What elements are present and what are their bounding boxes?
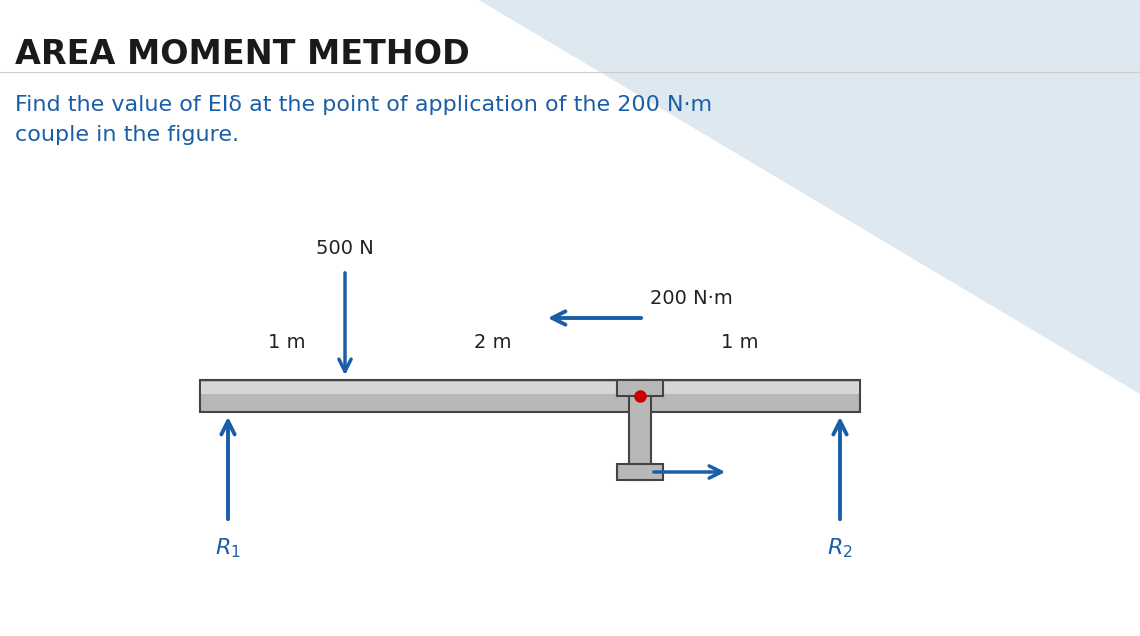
- Text: Find the value of EIδ at the point of application of the 200 N·m: Find the value of EIδ at the point of ap…: [15, 95, 712, 115]
- Bar: [617, 464, 663, 480]
- Bar: [200, 380, 860, 412]
- Polygon shape: [479, 0, 1140, 394]
- Bar: [201, 382, 860, 394]
- Text: 1 m: 1 m: [268, 333, 306, 352]
- Text: $R_2$: $R_2$: [828, 536, 853, 560]
- Bar: [629, 380, 651, 480]
- Text: 1 m: 1 m: [722, 333, 759, 352]
- Text: 2 m: 2 m: [474, 333, 511, 352]
- Text: AREA MOMENT METHOD: AREA MOMENT METHOD: [15, 38, 470, 71]
- Text: couple in the figure.: couple in the figure.: [15, 125, 239, 145]
- Text: $R_1$: $R_1$: [215, 536, 241, 560]
- Text: 200 N·m: 200 N·m: [650, 289, 733, 308]
- Bar: [617, 380, 663, 396]
- Text: 500 N: 500 N: [316, 239, 374, 258]
